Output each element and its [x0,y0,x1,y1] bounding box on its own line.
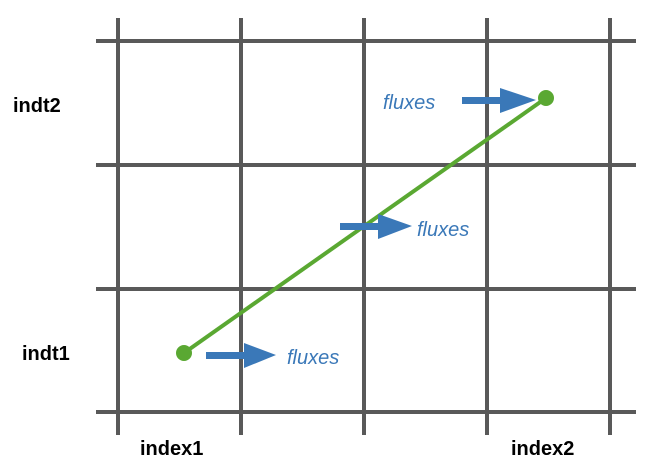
flux-arrows [206,88,536,368]
start-point [176,345,192,361]
grid [96,18,636,435]
row-label-indt2: indt2 [13,95,61,117]
flux-arrow-bottom [206,343,276,368]
row-label-indt1: indt1 [22,343,70,365]
flux-arrow-top [462,88,536,113]
flux-label-middle: fluxes [417,219,469,241]
col-label-index1: index1 [140,438,203,460]
flux-label-bottom: fluxes [287,347,339,369]
flux-arrow-middle [340,214,412,239]
flux-label-top: fluxes [383,92,435,114]
end-point [538,90,554,106]
col-label-index2: index2 [511,438,574,460]
